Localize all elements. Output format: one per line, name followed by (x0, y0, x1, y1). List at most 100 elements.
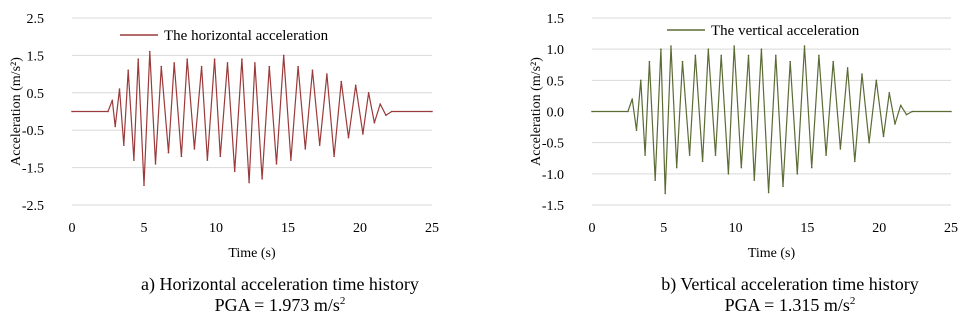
chart1-series-line (72, 51, 432, 186)
chart2-data-point (654, 179, 656, 181)
caption-a: a) Horizontal acceleration time history … (135, 274, 425, 319)
chart2-y-tick-label: 0.0 (547, 106, 565, 121)
chart1-data-point (118, 88, 121, 90)
chart1-data-point (111, 99, 114, 102)
chart2-data-point (894, 123, 896, 125)
chart2-data-point (832, 60, 835, 63)
caption-b-pga: PGA = 1.315 m/s2 (625, 295, 955, 319)
chart1-x-tick-label: 20 (353, 221, 367, 236)
chart1-y-tick-label: 1.5 (27, 49, 45, 64)
chart2-series-line (592, 45, 951, 195)
chart1-data-point (290, 159, 292, 161)
chart1-data-point (180, 155, 183, 158)
chart2-data-point (810, 166, 813, 169)
caption-a-pga: PGA = 1.973 m/s2 (135, 295, 425, 319)
caption-b-pga-text: PGA = 1.315 m/s (724, 295, 850, 315)
chart1-data-point (340, 80, 343, 83)
chart1-data-point (248, 181, 250, 184)
chart2-data-point (664, 192, 667, 195)
chart2-data-point (591, 110, 593, 113)
chart1-y-tick-label: 2.5 (27, 12, 45, 27)
chart2-data-point (720, 54, 723, 57)
chart1-data-point (318, 144, 321, 146)
caption-b: b) Vertical acceleration time history PG… (625, 274, 955, 319)
chart1-data-point (354, 84, 357, 87)
chart2-data-point (888, 92, 891, 94)
chart2-y-tick-label: 1.5 (547, 12, 565, 27)
chart1-data-point (160, 65, 163, 68)
chart2-y-tick-label: 1.0 (547, 43, 565, 58)
chart1-data-point (127, 69, 129, 72)
chart1-data-point (71, 110, 73, 113)
chart1-y-axis-title: Acceleration (m/s²) (9, 57, 24, 166)
chart1-data-point (173, 62, 176, 64)
chart2-data-point (839, 148, 842, 150)
chart1-data-point (167, 151, 170, 154)
chart1-x-tick-label: 10 (209, 221, 223, 236)
chart2-data-point (803, 45, 806, 47)
chart2-data-point (644, 154, 646, 156)
chart1-data-point (137, 58, 140, 60)
chart1-data-point (206, 159, 209, 161)
chart2-x-tick-label: 25 (944, 221, 958, 236)
chart1-data-point (304, 148, 307, 150)
chart1-data-point (254, 62, 256, 64)
caption-b-pga-sup: 2 (849, 295, 856, 307)
chart1-data-point (261, 178, 263, 180)
chart2-data-point (675, 166, 678, 169)
chart1-x-tick-label: 5 (141, 221, 148, 236)
chart2-data-point (911, 110, 914, 113)
chart1-data-point (226, 62, 229, 64)
chart1-data-point (107, 110, 109, 113)
chart1-data-point (193, 148, 196, 150)
chart2-x-tick-label: 10 (729, 221, 743, 236)
chart1-data-point (186, 58, 188, 60)
chart2-data-point (740, 166, 743, 169)
chart1-data-point (362, 133, 364, 135)
chart2-data-point (905, 113, 908, 116)
chart1-x-axis-title: Time (s) (228, 246, 276, 261)
chart1-y-tick-label: -2.5 (22, 199, 44, 214)
chart2-data-point (846, 67, 849, 69)
chart1-data-point (154, 163, 157, 165)
chart1-data-point (114, 125, 116, 128)
chart1-data-point (326, 73, 328, 75)
chart1-data-point (385, 114, 387, 117)
chart1-data-point (268, 65, 271, 68)
chart1-data-point (431, 110, 433, 113)
chart2-data-point (681, 60, 684, 63)
chart2-y-tick-label: -1.5 (542, 199, 564, 214)
chart1-data-point (213, 58, 216, 60)
chart2-y-tick-label: -1.0 (542, 168, 564, 183)
chart1-data-point (123, 144, 125, 146)
chart2-data-point (775, 54, 777, 57)
chart1-data-point (133, 159, 135, 161)
chart2-data-point (868, 141, 870, 144)
chart1-data-point (219, 155, 222, 158)
chart2-x-tick-label: 5 (660, 221, 667, 236)
chart2-data-point (640, 79, 642, 82)
chart1-data-point (233, 170, 236, 173)
chart2-data-point (707, 48, 710, 50)
chart2-data-point (899, 104, 902, 107)
chart1-data-point (275, 163, 278, 165)
chart2-data-point (733, 45, 735, 47)
chart2-data-point (648, 60, 651, 63)
chart2-data-point (627, 110, 629, 113)
chart1-data-point (143, 184, 145, 187)
chart1-data-point (333, 155, 335, 158)
chart2-x-axis-title: Time (s) (748, 246, 796, 261)
chart2-data-point (767, 191, 770, 194)
chart1-x-tick-label: 25 (425, 221, 439, 236)
chart2-data-point (753, 179, 756, 181)
chart2-data-point (875, 79, 878, 82)
chart2-data-point (853, 160, 856, 163)
caption-a-pga-sup: 2 (339, 295, 346, 307)
chart1-data-point (148, 50, 151, 53)
chart2-data-point (760, 48, 763, 50)
chart2-x-tick-label: 0 (589, 221, 596, 236)
chart2-data-point (796, 173, 799, 175)
chart1-data-point (373, 121, 376, 124)
chart2-y-tick-label: -0.5 (542, 137, 564, 152)
